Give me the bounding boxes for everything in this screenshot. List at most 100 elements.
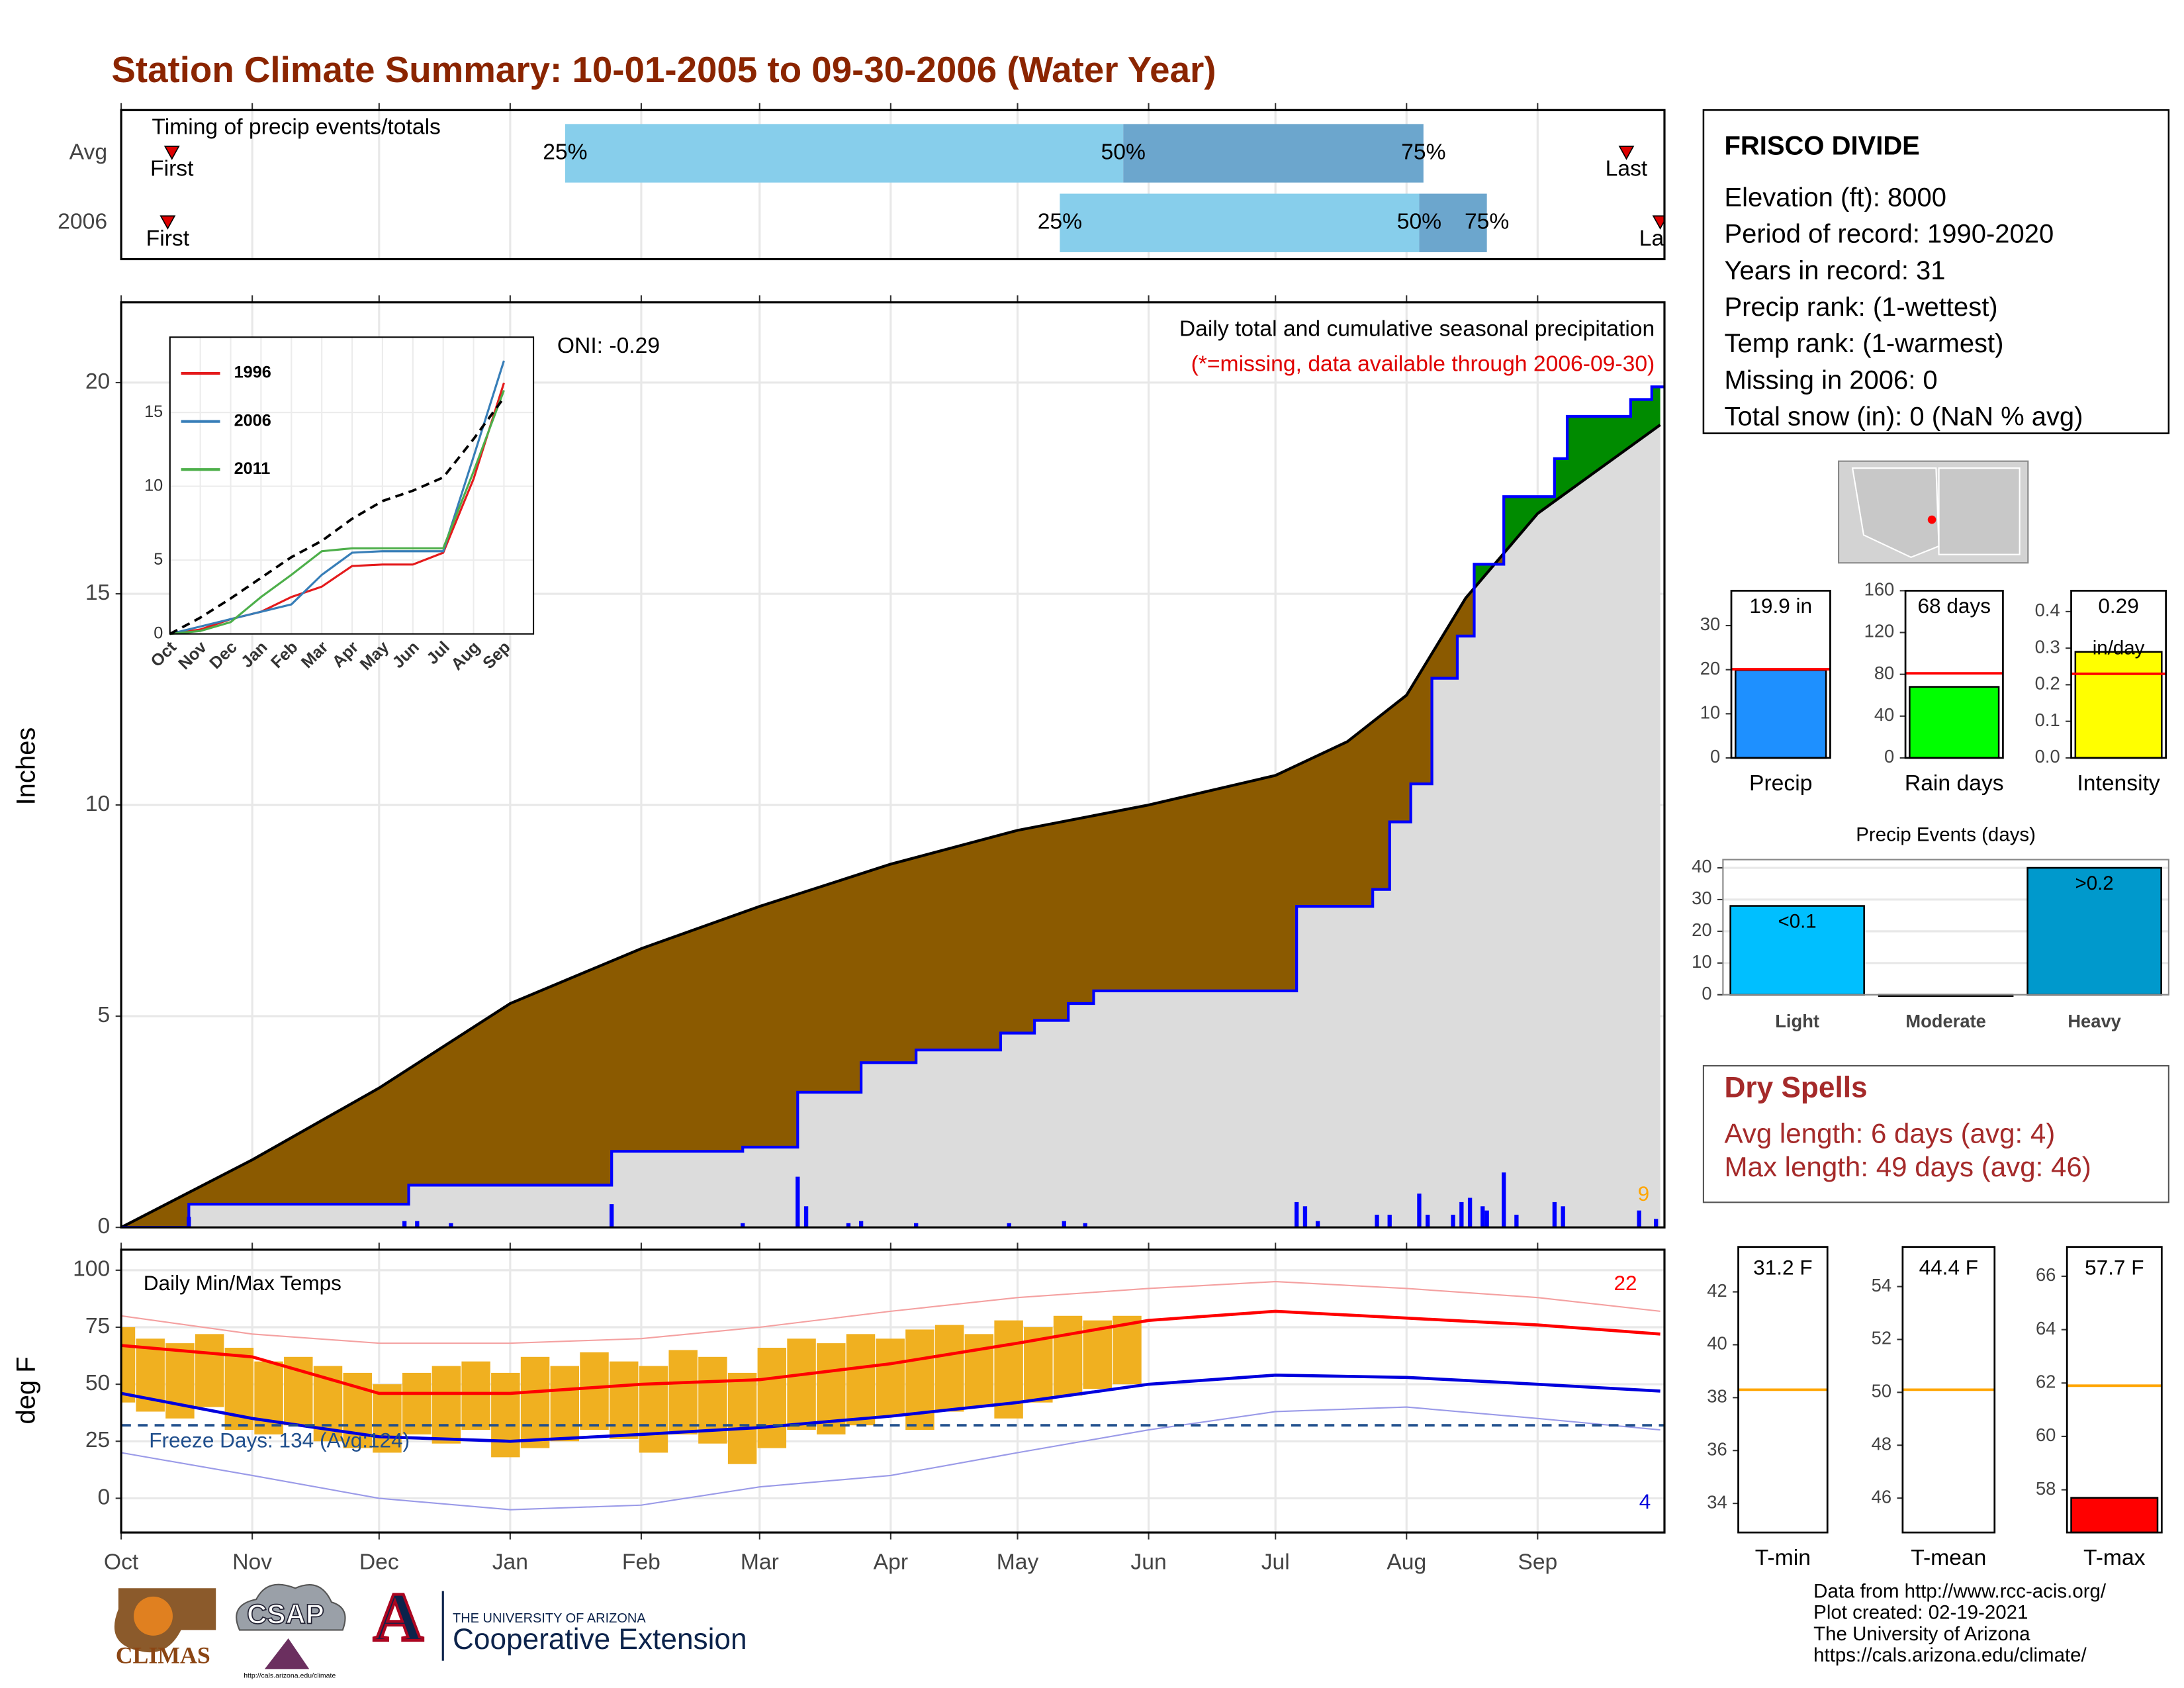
events-title: Precip Events (days) xyxy=(1856,824,2036,846)
value-label: 44.4 F xyxy=(1919,1256,1978,1280)
daily-precip-bar xyxy=(1417,1194,1422,1228)
x-tick-label: Sep xyxy=(1518,1550,1557,1574)
daily-precip-bar xyxy=(402,1221,407,1228)
station-line: Years in record: 31 xyxy=(1724,256,1945,285)
page-title: Station Climate Summary: 10-01-2005 to 0… xyxy=(111,49,1216,90)
summary-border xyxy=(1730,590,1831,759)
daily-precip-bar xyxy=(1375,1215,1379,1228)
daily-precip-bar xyxy=(1315,1221,1320,1228)
event-value-label: >0.2 xyxy=(2075,872,2114,894)
y-tick-label: 42 xyxy=(1707,1280,1727,1301)
max-count-label: 22 xyxy=(1614,1271,1637,1295)
logos: CLIMAS CSAP http://cals.arizona.edu/clim… xyxy=(114,1577,747,1680)
summary-bar xyxy=(1909,686,2000,759)
daily-precip-bar xyxy=(803,1206,809,1228)
bar-count-label: 9 xyxy=(1638,1182,1650,1205)
observed-temp-range xyxy=(580,1352,609,1430)
daily-precip-bar xyxy=(1467,1197,1473,1228)
y-tick-label: 0.4 xyxy=(2035,600,2060,620)
timing-label: 25% xyxy=(543,140,587,164)
y-tick-label: 62 xyxy=(2036,1372,2056,1392)
daily-precip-bar xyxy=(858,1221,864,1228)
y-tick-label: 75 xyxy=(85,1314,110,1338)
y-tick-label: 30 xyxy=(1700,614,1720,634)
y-tick-label: 0.2 xyxy=(2035,673,2060,694)
summary-border xyxy=(1737,1246,1829,1534)
timing-label: First xyxy=(146,226,190,251)
summary-bar xyxy=(2070,1497,2159,1534)
y-tick-label: 40 xyxy=(1707,1333,1727,1354)
daily-precip-bar xyxy=(1637,1210,1641,1228)
inset-average-line xyxy=(169,397,505,635)
timing-marker xyxy=(159,215,176,230)
y-tick-label: 0 xyxy=(98,1485,111,1509)
ua-name: THE UNIVERSITY OF ARIZONA xyxy=(453,1611,646,1626)
y-tick-label: 30 xyxy=(1692,888,1711,908)
map-state xyxy=(1851,467,1940,559)
credit-line: The University of Arizona xyxy=(1813,1623,2030,1645)
observed-temp-range xyxy=(1053,1315,1083,1396)
daily-precip-bar xyxy=(1480,1206,1485,1228)
daily-precip-bar xyxy=(449,1223,453,1228)
daily-precip-bar xyxy=(1295,1201,1299,1228)
y-tick-label: 50 xyxy=(85,1371,110,1395)
temp-plot: Freeze Days: 134 (Avg:124) Daily Min/Max … xyxy=(121,1249,1664,1533)
daily-precip-bar xyxy=(1552,1201,1557,1228)
csap-text: CSAP xyxy=(247,1598,324,1629)
station-name: FRISCO DIVIDE xyxy=(1724,132,1919,161)
average-high-line xyxy=(121,1309,1661,1395)
record-low-line xyxy=(121,1406,1661,1511)
panel-border xyxy=(120,301,1666,1229)
oni-label: ONI: -0.29 xyxy=(557,334,660,358)
credit-line: https://cals.arizona.edu/climate/ xyxy=(1813,1644,2087,1666)
dry-spell-line: Avg length: 6 days (avg: 4) xyxy=(1724,1117,2055,1149)
y-tick-label: 5 xyxy=(98,1003,111,1027)
daily-precip-bar xyxy=(1514,1215,1519,1228)
event-category-label: Moderate xyxy=(1905,1011,1986,1031)
event-bar xyxy=(2026,867,2162,996)
inset-border xyxy=(169,336,535,635)
y-tick-label: 46 xyxy=(1872,1486,1891,1507)
record-high-line xyxy=(121,1281,1661,1344)
y-axis-label: Inches xyxy=(12,727,41,806)
station-box xyxy=(1702,109,2170,434)
climas-logo xyxy=(134,1596,173,1636)
summary-border xyxy=(2070,590,2167,759)
row-label: 2006 xyxy=(58,210,107,234)
observed-temp-range xyxy=(964,1334,994,1407)
x-tick-label: Feb xyxy=(622,1550,660,1574)
observed-temp-range xyxy=(461,1361,490,1430)
daily-precip-bar xyxy=(741,1223,745,1228)
y-tick-label: 38 xyxy=(1707,1386,1727,1407)
events-border xyxy=(1722,859,2169,996)
y-tick-label: 58 xyxy=(2036,1478,2056,1499)
station-lines: Elevation (ft): 8000 Period of record: 19… xyxy=(1724,183,2083,432)
daily-precip-bar xyxy=(1654,1219,1659,1228)
dry-spell-line: Max length: 49 days (avg: 46) xyxy=(1724,1151,2091,1182)
daily-precip-bar xyxy=(914,1223,919,1228)
timing-label: Last xyxy=(1639,226,1682,251)
y-tick-label: 100 xyxy=(73,1257,110,1282)
credits: Data from http://www.rcc-acis.org/Plot c… xyxy=(1813,1580,2107,1666)
event-category-label: Heavy xyxy=(2068,1011,2121,1031)
y-tick-label: 50 xyxy=(1872,1381,1891,1401)
x-tick-label: Aug xyxy=(1387,1550,1426,1574)
value-label: 31.2 F xyxy=(1753,1256,1812,1280)
y-tick-label: 34 xyxy=(1707,1491,1727,1512)
timing-segment xyxy=(1060,193,1420,252)
panel-subtitle: (*=missing, data available through 2006-… xyxy=(1191,352,1655,376)
daily-precip-bar xyxy=(1387,1215,1392,1228)
legend-label: 2006 xyxy=(234,411,271,430)
value-label: 0.29 xyxy=(2098,594,2138,618)
x-label: Rain days xyxy=(1905,771,2004,796)
y-tick-label: 20 xyxy=(85,369,110,394)
legend-label: 1996 xyxy=(234,363,271,382)
value-label: 19.9 in xyxy=(1749,594,1812,618)
y-tick-label: 0.0 xyxy=(2035,746,2060,767)
panel-border xyxy=(120,109,1666,261)
daily-precip-bar xyxy=(187,1217,191,1228)
daily-precip-bar xyxy=(1451,1215,1455,1228)
row-label: Avg xyxy=(69,140,107,164)
ua-logo xyxy=(365,1585,432,1656)
